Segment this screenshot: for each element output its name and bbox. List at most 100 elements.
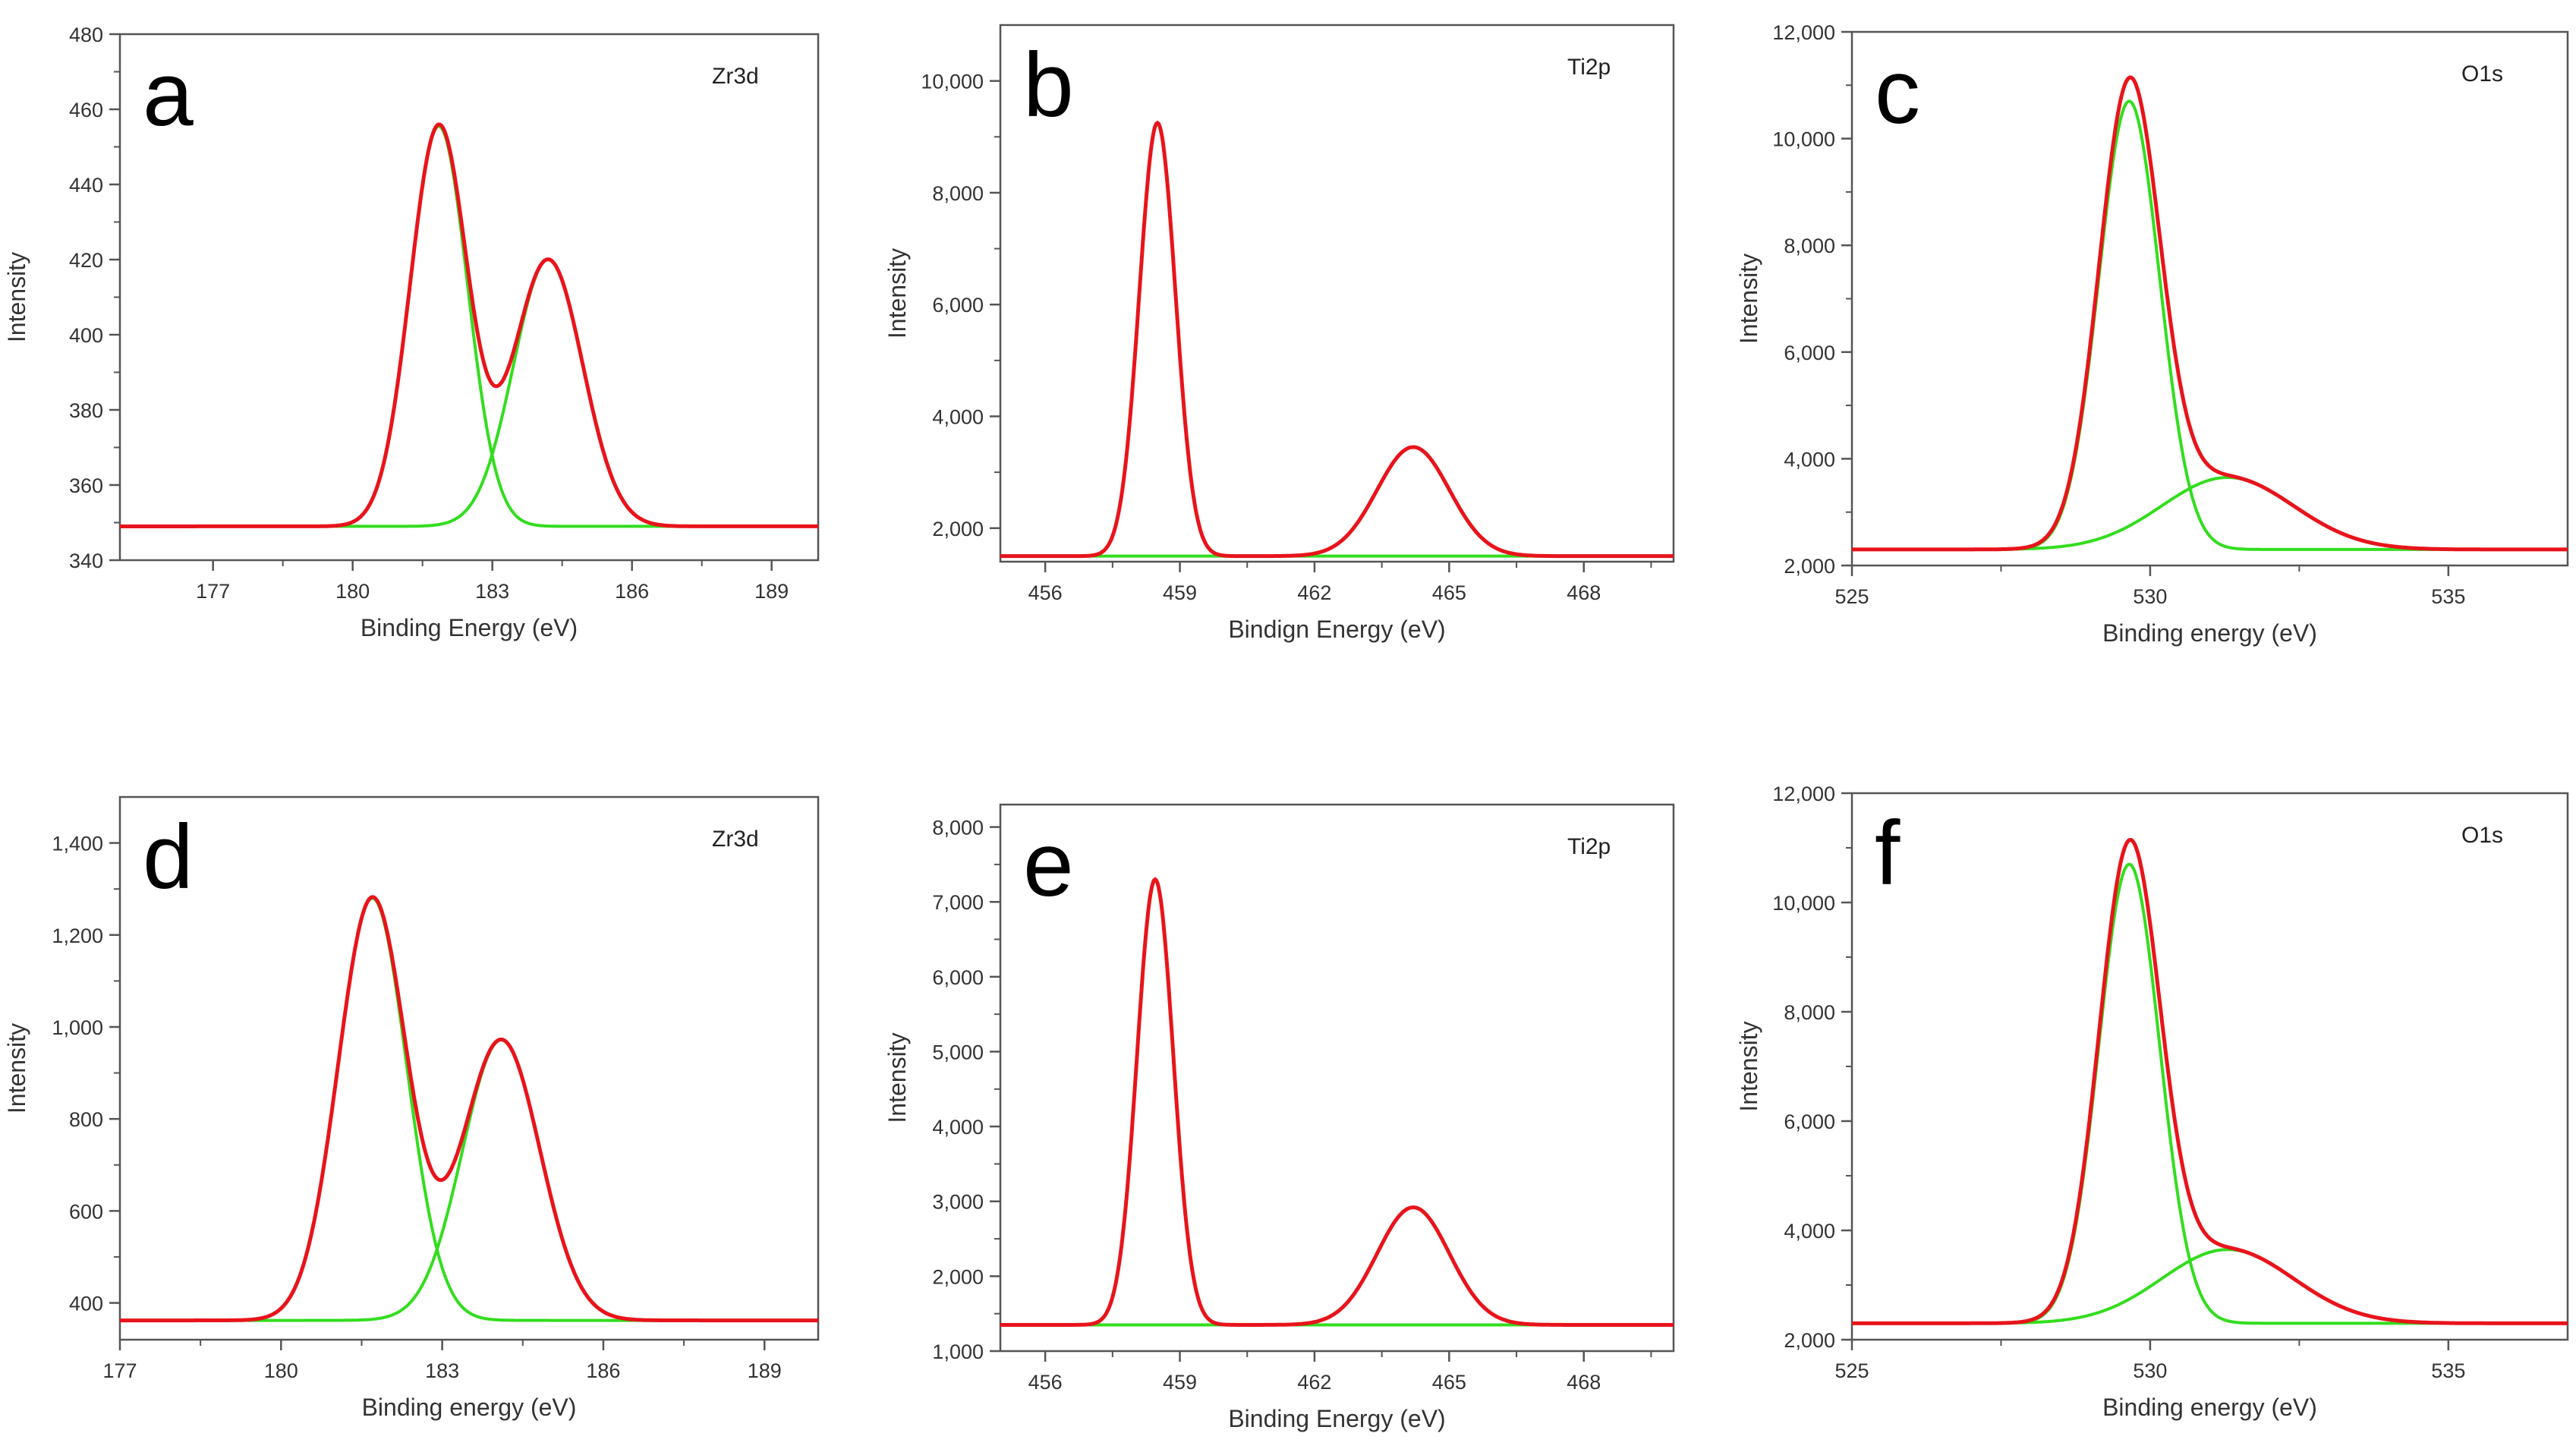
x-tick-label: 535 [2431, 585, 2465, 608]
x-tick-label: 180 [335, 580, 370, 603]
y-tick-label: 4,000 [932, 406, 984, 429]
y-tick-label: 380 [69, 399, 103, 422]
y-axis-label: Intensity [1735, 254, 1762, 344]
y-tick-label: 480 [69, 24, 103, 46]
x-tick-label: 465 [1432, 1371, 1466, 1394]
x-axis-label: Binding energy (eV) [362, 1394, 577, 1421]
plot-frame [999, 24, 1675, 563]
y-tick-label: 12,000 [1772, 783, 1835, 805]
component-peak-1 [1852, 862, 2568, 1325]
y-axis-label: Intensity [883, 1032, 911, 1123]
y-axis-label: Intensity [1735, 1021, 1762, 1111]
x-tick-label: 530 [2133, 1359, 2167, 1382]
spectrum-title: O1s [2461, 61, 2503, 87]
y-tick-label: 8,000 [1784, 235, 1835, 257]
y-tick-label: 1,400 [52, 833, 103, 855]
panel-letter: a [143, 43, 194, 145]
x-tick-label: 468 [1567, 581, 1601, 604]
y-tick-label: 4,000 [932, 1116, 984, 1139]
y-axis-label: Intensity [3, 1023, 30, 1114]
y-tick-label: 340 [69, 550, 103, 572]
x-tick-label: 189 [754, 580, 789, 603]
y-tick-label: 2,000 [932, 518, 984, 540]
envelope-fit-line [1852, 75, 2568, 552]
y-tick-label: 460 [69, 99, 103, 121]
y-tick-label: 3,000 [932, 1191, 984, 1214]
y-tick-label: 6,000 [1784, 342, 1835, 364]
x-axis-label: Binding Energy (eV) [361, 614, 578, 641]
component-peak-2 [1852, 1248, 2568, 1325]
y-tick-label: 2,000 [932, 1265, 984, 1288]
envelope-fit-line [120, 122, 818, 528]
y-tick-label: 12,000 [1772, 21, 1835, 44]
y-tick-label: 600 [69, 1200, 103, 1223]
panel-letter: f [1875, 802, 1901, 904]
x-axis-label: Binding Energy (eV) [1228, 1405, 1445, 1432]
x-tick-label: 459 [1163, 1371, 1197, 1394]
spectrum-title: Ti2p [1567, 55, 1611, 80]
panel-letter: e [1023, 814, 1074, 915]
y-tick-label: 400 [69, 324, 103, 347]
y-tick-label: 400 [69, 1293, 103, 1315]
x-tick-label: 465 [1432, 581, 1466, 604]
y-tick-label: 6,000 [1784, 1110, 1835, 1133]
envelope-fit-line [120, 895, 818, 1323]
y-axis-label: Intensity [3, 252, 30, 342]
plot-frame [999, 803, 1675, 1353]
spectrum-title: Ti2p [1567, 834, 1611, 859]
y-tick-label: 5,000 [932, 1041, 984, 1063]
x-tick-label: 186 [586, 1359, 620, 1382]
y-tick-label: 420 [69, 249, 103, 272]
x-tick-label: 183 [425, 1359, 459, 1382]
x-tick-label: 177 [196, 580, 230, 603]
panel-letter: b [1023, 34, 1074, 136]
x-tick-label: 525 [1834, 585, 1869, 608]
x-tick-label: 456 [1028, 1371, 1063, 1394]
y-tick-label: 440 [69, 174, 103, 197]
x-axis-label: Bindign Energy (eV) [1228, 616, 1445, 643]
y-tick-label: 4,000 [1784, 1220, 1835, 1243]
x-tick-label: 535 [2431, 1359, 2465, 1382]
y-tick-label: 10,000 [1772, 892, 1835, 915]
plot-frame [1850, 792, 2569, 1341]
y-tick-label: 8,000 [932, 817, 984, 839]
panel-letter: c [1875, 41, 1920, 143]
x-tick-label: 180 [264, 1359, 298, 1382]
x-tick-label: 456 [1028, 581, 1063, 604]
x-tick-label: 468 [1567, 1371, 1601, 1394]
y-tick-label: 6,000 [932, 966, 984, 989]
y-tick-label: 4,000 [1784, 448, 1835, 471]
y-tick-label: 6,000 [932, 294, 984, 317]
x-tick-label: 525 [1834, 1359, 1869, 1382]
x-tick-label: 183 [475, 580, 509, 603]
y-tick-label: 8,000 [1784, 1001, 1835, 1024]
x-tick-label: 530 [2133, 585, 2167, 608]
spectrum-title: O1s [2461, 823, 2503, 848]
plot-frame [118, 795, 820, 1341]
y-tick-label: 1,200 [52, 925, 103, 947]
x-tick-label: 177 [102, 1359, 137, 1382]
y-tick-label: 10,000 [921, 71, 984, 93]
y-axis-label: Intensity [883, 248, 911, 339]
y-tick-label: 10,000 [1772, 128, 1835, 151]
x-tick-label: 462 [1297, 1371, 1331, 1394]
y-tick-label: 800 [69, 1108, 103, 1131]
envelope-fit-line [1000, 120, 1674, 559]
panel-letter: d [143, 806, 194, 908]
y-tick-label: 8,000 [932, 182, 984, 205]
x-tick-label: 462 [1297, 581, 1331, 604]
x-tick-label: 186 [615, 580, 649, 603]
spectrum-title: Zr3d [712, 827, 759, 852]
x-tick-label: 189 [748, 1359, 782, 1382]
envelope-fit-line [1000, 877, 1674, 1327]
x-axis-label: Binding energy (eV) [2102, 1394, 2317, 1421]
envelope-fit-line [1852, 838, 2568, 1325]
y-tick-label: 1,000 [932, 1340, 984, 1363]
x-tick-label: 459 [1163, 581, 1197, 604]
y-tick-label: 1,000 [52, 1016, 103, 1039]
y-tick-label: 2,000 [1784, 555, 1835, 578]
